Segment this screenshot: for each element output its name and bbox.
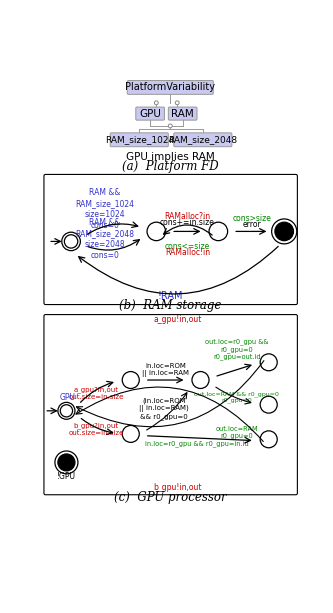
Text: RAM_size_2048: RAM_size_2048 [168, 135, 237, 144]
Circle shape [122, 425, 139, 443]
Text: RAM: RAM [171, 109, 194, 118]
FancyBboxPatch shape [44, 314, 297, 495]
FancyBboxPatch shape [127, 80, 213, 94]
FancyBboxPatch shape [110, 133, 168, 147]
Text: in.loc=r0_gpu && r0_gpu=in.id: in.loc=r0_gpu && r0_gpu=in.id [145, 441, 248, 447]
Circle shape [122, 371, 139, 389]
Text: RAM &&
RAM_size_2048
size=2048
cons=0: RAM && RAM_size_2048 size=2048 cons=0 [76, 218, 135, 261]
Text: in.loc=ROM
|| in.loc=RAM: in.loc=ROM || in.loc=RAM [142, 363, 189, 377]
Text: GPU: GPU [60, 393, 76, 402]
Text: cons+=in.size: cons+=in.size [160, 218, 215, 227]
Text: out.loc=RAM
r0_gpu=0: out.loc=RAM r0_gpu=0 [215, 425, 258, 440]
Text: !RAM: !RAM [158, 291, 183, 301]
Text: error: error [243, 220, 262, 229]
Text: (b)  RAM storage: (b) RAM storage [119, 299, 221, 312]
Circle shape [272, 219, 297, 244]
Circle shape [209, 222, 228, 241]
FancyBboxPatch shape [136, 107, 165, 120]
Text: a_gpu!in,out: a_gpu!in,out [153, 314, 201, 324]
Circle shape [58, 454, 75, 471]
Circle shape [260, 354, 277, 371]
Circle shape [260, 431, 277, 447]
Text: a_gpu?in,out
out.size=in.size: a_gpu?in,out out.size=in.size [68, 386, 124, 400]
Circle shape [55, 451, 78, 474]
Text: (c)  GPU processor: (c) GPU processor [114, 492, 226, 504]
FancyBboxPatch shape [44, 175, 297, 305]
Text: RAMalloc!in: RAMalloc!in [165, 248, 210, 257]
Text: RAM &&
RAM_size_1024
size=1024
cons=0: RAM && RAM_size_1024 size=1024 cons=0 [76, 188, 135, 230]
Circle shape [147, 222, 166, 241]
Text: !GPU: !GPU [57, 472, 76, 481]
Text: RAMalloc?in: RAMalloc?in [164, 211, 210, 221]
Circle shape [175, 101, 179, 105]
Circle shape [192, 371, 209, 389]
Text: b_gpu?in,out
out.size=in.size: b_gpu?in,out out.size=in.size [68, 422, 124, 436]
Text: (in.loc=ROM
|| in.loc=RAM)
&& r0_gpu=0: (in.loc=ROM || in.loc=RAM) && r0_gpu=0 [139, 397, 189, 420]
Text: (a)  Platform FD: (a) Platform FD [122, 160, 218, 173]
Circle shape [60, 405, 73, 417]
Circle shape [260, 396, 277, 413]
FancyBboxPatch shape [174, 133, 232, 147]
Circle shape [64, 235, 78, 248]
Text: GPU: GPU [139, 109, 161, 118]
Text: GPU implies RAM: GPU implies RAM [126, 152, 215, 162]
Circle shape [155, 101, 158, 105]
Circle shape [168, 124, 172, 128]
Text: PlatformVariability: PlatformVariability [125, 82, 215, 93]
Text: out.loc=RAM && r0_gpu=0
r0_gpu=0: out.loc=RAM && r0_gpu=0 r0_gpu=0 [194, 391, 279, 403]
Text: cons>size: cons>size [233, 214, 272, 223]
Text: b_gpu!in,out: b_gpu!in,out [153, 482, 201, 492]
Text: out.loc=r0_gpu &&
r0_gpu=0
r0_gpu=out.id: out.loc=r0_gpu && r0_gpu=0 r0_gpu=out.id [205, 338, 269, 360]
Circle shape [62, 232, 80, 251]
Circle shape [275, 222, 293, 241]
Circle shape [58, 402, 75, 419]
Text: RAM_size_1024: RAM_size_1024 [105, 135, 174, 144]
FancyBboxPatch shape [168, 107, 197, 120]
Text: cons<=size: cons<=size [165, 242, 210, 251]
